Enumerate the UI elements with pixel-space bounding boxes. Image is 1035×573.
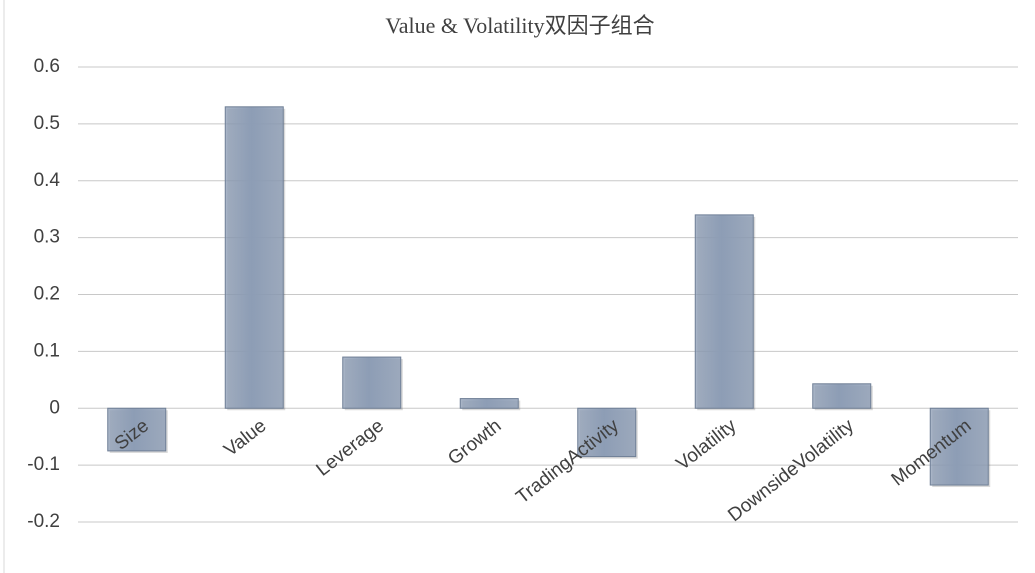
y-tick-label: -0.2 (27, 511, 60, 532)
bar (342, 356, 402, 409)
bar (107, 407, 167, 452)
bar (929, 407, 989, 486)
x-tick-label: Value (220, 415, 270, 461)
y-tick-label: 0.5 (34, 113, 60, 134)
y-tick-label: 0.6 (34, 56, 60, 77)
y-tick-label: 0.2 (34, 284, 60, 305)
chart-title: Value & Volatility双因子组合 (385, 13, 654, 38)
x-tick-label: Volatility (673, 415, 741, 475)
bar (694, 214, 754, 409)
bar (224, 106, 284, 409)
y-tick-label: 0.3 (34, 227, 60, 248)
y-tick-label: -0.1 (27, 454, 60, 475)
y-tick-label: 0.4 (34, 170, 61, 191)
y-tick-label: 0.1 (34, 340, 60, 361)
bar (812, 383, 872, 409)
x-tick-label: DownsideVolatility (724, 415, 858, 526)
x-tick-label: Growth (444, 415, 505, 469)
y-tick-label: 0 (49, 397, 60, 418)
bar (459, 398, 519, 409)
x-tick-label: TradingActivity (512, 415, 623, 508)
x-tick-label: Leverage (313, 415, 388, 480)
bar (577, 407, 637, 458)
